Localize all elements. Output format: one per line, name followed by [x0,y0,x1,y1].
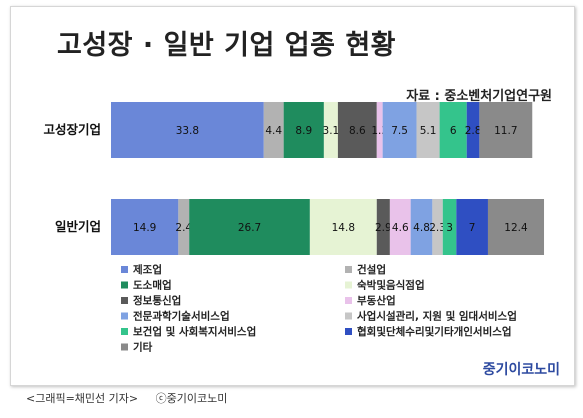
data-label: 26.7 [238,222,261,234]
bar-segment [309,199,377,255]
legend-label: 숙박및음식점업 [357,279,425,292]
legend-swatch [121,312,128,320]
legend-label: 건설업 [357,263,386,276]
caption: <그래픽=채민선 기자> ⓒ중기이코노미 [26,390,241,406]
data-label: 14.8 [332,222,355,234]
bar-segment [111,102,264,158]
data-label: 8.6 [349,125,366,137]
bar-segment [487,199,545,255]
bar-segment [376,102,383,158]
data-label: 2.3 [429,222,446,234]
legend-label: 제조업 [133,263,162,276]
data-label: 2.9 [375,222,392,234]
data-label: 11.7 [494,125,517,137]
bars-group: 고성장기업 33.8 4.4 8.9 3.1 8.6 1.3 7.5 5.1 6 2.8 11.7일반… [43,102,545,255]
legend-label: 보건업 및 사회복지서비스업 [133,325,256,338]
bar-segment [416,102,440,158]
bar-segment [189,199,310,255]
data-label: 14.9 [133,222,156,234]
bar-segment [111,199,179,255]
data-label: 4.4 [265,125,282,137]
legend-label: 부동산업 [357,294,396,307]
chart-card: 고성장 · 일반 기업 업종 현황 자료 : 중소벤처기업연구원 고성장기업 33… [10,6,575,386]
legend-swatch [345,266,352,273]
bar-segment [442,199,457,255]
data-label: 7 [469,222,476,234]
bar-segment [337,102,377,158]
legend-swatch [121,281,128,289]
data-label: 5.1 [420,125,437,137]
copyright: ⓒ중기이코노미 [155,392,228,405]
legend-swatch [345,328,352,335]
bar-segment [382,102,417,158]
bar-segment [389,199,411,255]
bar-segment [410,199,433,255]
bar-segment [263,102,284,158]
legend-swatch [121,343,128,351]
bar-segment [456,199,488,255]
chart-title: 고성장 · 일반 기업 업종 현황 [57,30,396,61]
legend-label: 정보통신업 [133,294,181,307]
bar-segment [439,102,467,158]
legend-swatch [345,281,352,289]
category-label: 일반기업 [55,219,101,234]
legend-label: 협회및단체수리및기타개인서비스업 [357,325,512,338]
data-label: 2.8 [465,125,482,137]
bar-segment [283,102,324,158]
data-label: 3.1 [323,125,340,137]
legend-swatch [121,266,128,273]
legend-label: 도소매업 [133,279,172,292]
data-label: 12.4 [504,222,528,234]
bar-segment [376,199,390,255]
data-label: 8.9 [295,125,312,137]
bar-segment [323,102,338,158]
legend-label: 기타 [133,341,153,354]
data-label: 33.8 [176,125,199,137]
category-label: 고성장기업 [43,122,101,137]
stacked-bar-chart: 고성장기업 33.8 4.4 8.9 3.1 8.6 1.3 7.5 5.1 6 2.8 11.7일반… [43,102,545,354]
legend-swatch [121,328,128,335]
legend-swatch [121,297,128,304]
bar-segment [432,199,443,255]
bar-segment [479,102,533,158]
data-label: 6 [450,125,457,137]
graphic-credit: <그래픽=채민선 기자> [26,392,139,405]
legend-swatch [345,297,352,304]
legend-swatch [345,312,352,320]
data-label: 2.4 [175,222,192,234]
data-label: 4.8 [413,222,430,234]
legend-label: 전문과학기술서비스업 [133,310,230,323]
data-label: 4.6 [392,222,409,234]
legend-label: 사업시설관리, 지원 및 임대서비스업 [357,310,517,323]
data-label: 3 [446,222,453,234]
chart-source: 자료 : 중소벤처기업연구원 [406,89,552,104]
data-label: 7.5 [391,125,408,137]
bar-segment [466,102,480,158]
bar-segment [178,199,190,255]
brand-logo: 중기이코노미 [482,362,560,378]
